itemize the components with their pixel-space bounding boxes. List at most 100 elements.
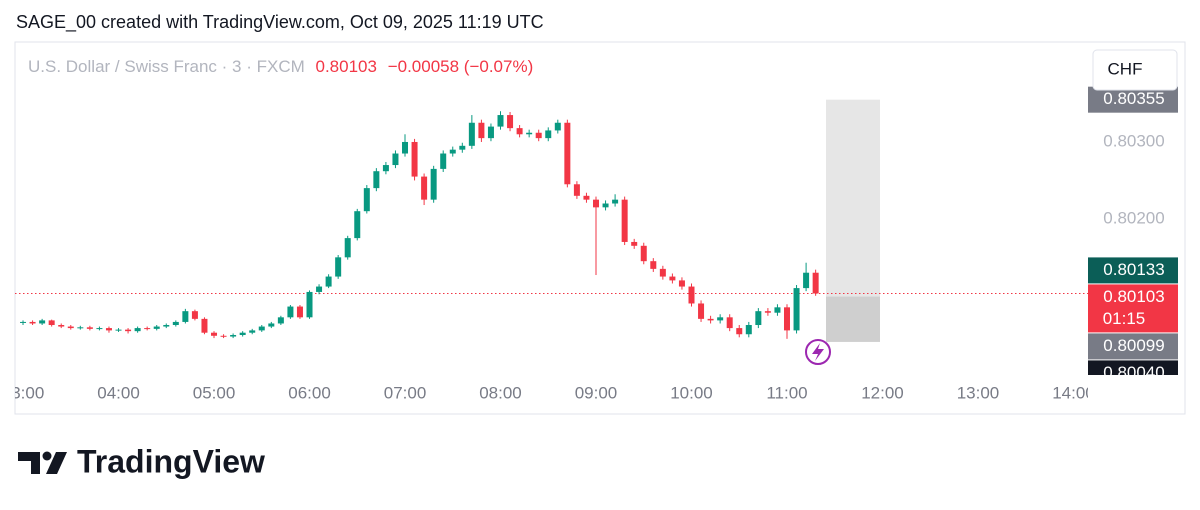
candle-body bbox=[125, 329, 132, 332]
candle-body bbox=[621, 199, 628, 242]
event-bolt bbox=[812, 343, 824, 361]
candle-body bbox=[678, 280, 685, 287]
range-lower bbox=[826, 296, 880, 342]
candle-body bbox=[745, 325, 752, 335]
candle-body bbox=[497, 115, 504, 127]
candle-body bbox=[277, 317, 284, 324]
change: −0.00058 (−0.07%) bbox=[388, 57, 534, 76]
candle-body bbox=[115, 329, 122, 331]
candle-body bbox=[764, 311, 771, 313]
candle-body bbox=[268, 323, 275, 327]
candle-body bbox=[211, 332, 218, 336]
chart-panel bbox=[14, 41, 1186, 415]
candle-body bbox=[172, 321, 179, 326]
candle-body bbox=[134, 328, 141, 332]
x-tick-label: 05:00 bbox=[193, 383, 236, 402]
candle-body bbox=[440, 153, 447, 169]
price-label-box bbox=[1088, 360, 1178, 375]
candle-body bbox=[507, 115, 514, 129]
currency[interactable]: CHF bbox=[1108, 59, 1143, 78]
candle-body bbox=[516, 128, 523, 135]
price-label: 0.80133 bbox=[1103, 260, 1164, 279]
candle-body bbox=[402, 141, 409, 154]
y-tick-label: 0.80200 bbox=[1103, 208, 1164, 227]
x-tick-label: 08:00 bbox=[479, 383, 522, 402]
candle-body bbox=[707, 318, 714, 321]
price-label: 0.80355 bbox=[1103, 89, 1164, 108]
candle-body bbox=[392, 153, 399, 166]
x-tick-label: 06:00 bbox=[288, 383, 331, 402]
candle-body bbox=[612, 199, 619, 204]
countdown: 01:15 bbox=[1103, 309, 1146, 328]
candle-body bbox=[163, 325, 170, 327]
candle-body bbox=[335, 257, 342, 277]
candle-body bbox=[354, 211, 361, 239]
candle-body bbox=[669, 276, 676, 281]
logo-mark bbox=[18, 452, 40, 474]
candle-body bbox=[182, 311, 189, 322]
candle-body bbox=[698, 303, 705, 319]
logo-slash bbox=[46, 452, 67, 474]
candle-body bbox=[39, 320, 46, 324]
candle-body bbox=[650, 261, 657, 269]
symbol: U.S. Dollar / Swiss Franc · 3 · FXCM bbox=[28, 57, 305, 76]
plot-area: 03:00 04:00 05:00 06:00 07:00 08:00 09:00 10:00… bbox=[15, 99, 1088, 402]
x-tick-label: 12:00 bbox=[861, 383, 904, 402]
candle-body bbox=[287, 306, 294, 318]
candle-body bbox=[659, 268, 666, 277]
candle-body bbox=[755, 311, 762, 326]
candle-body bbox=[144, 328, 151, 330]
candle-body bbox=[316, 286, 323, 292]
candle-body bbox=[344, 238, 351, 258]
currency-button[interactable] bbox=[1092, 49, 1178, 91]
x-tick-label: 13:00 bbox=[957, 383, 1000, 402]
candle-body bbox=[421, 176, 428, 200]
candle-body bbox=[554, 122, 561, 131]
candle-body bbox=[736, 328, 743, 335]
price-label: 0.80103 bbox=[1103, 287, 1164, 306]
candle-body bbox=[726, 317, 733, 329]
candle-body bbox=[449, 149, 456, 154]
candle-body bbox=[593, 199, 600, 208]
candle-body bbox=[29, 321, 36, 324]
candle-body bbox=[783, 307, 790, 331]
legend: U.S. Dollar / Swiss Franc · 3 · FXCM 0.8… bbox=[28, 57, 533, 76]
candle-body bbox=[191, 311, 198, 319]
price-label-box bbox=[1088, 86, 1178, 113]
candle-body bbox=[583, 195, 590, 200]
candle-body bbox=[793, 288, 800, 331]
candle-body bbox=[430, 168, 437, 200]
candle-body bbox=[296, 306, 303, 318]
candle-body bbox=[220, 335, 227, 337]
price-label: 0.80040 bbox=[1103, 363, 1164, 382]
x-tick-label: 11:00 bbox=[766, 383, 807, 402]
candle-body bbox=[688, 286, 695, 304]
candle-body bbox=[230, 335, 237, 337]
candle-body bbox=[153, 326, 160, 329]
candle-body bbox=[459, 145, 466, 150]
candle-body bbox=[363, 188, 370, 212]
price-label: 0.80099 bbox=[1103, 336, 1164, 355]
candle-body bbox=[535, 132, 542, 139]
candle-body bbox=[58, 325, 65, 327]
candle-body bbox=[258, 326, 265, 331]
candle-body bbox=[478, 122, 485, 139]
x-tick-label: 07:00 bbox=[384, 383, 427, 402]
candle-body bbox=[96, 328, 103, 330]
candle-body bbox=[48, 320, 55, 326]
candle-body bbox=[249, 330, 256, 333]
x-tick-label: 10:00 bbox=[670, 383, 713, 402]
candle-body bbox=[640, 245, 647, 262]
candle-body bbox=[67, 326, 74, 329]
candle-body bbox=[411, 141, 418, 177]
logo-dot bbox=[42, 451, 52, 461]
candle-body bbox=[77, 327, 84, 329]
range-upper bbox=[826, 99, 880, 297]
x-tick-label: 04:00 bbox=[97, 383, 140, 402]
y-tick-label: 0.80300 bbox=[1103, 131, 1164, 150]
candle-body bbox=[717, 317, 724, 321]
candle-body bbox=[20, 321, 27, 323]
candle-body bbox=[201, 318, 208, 333]
